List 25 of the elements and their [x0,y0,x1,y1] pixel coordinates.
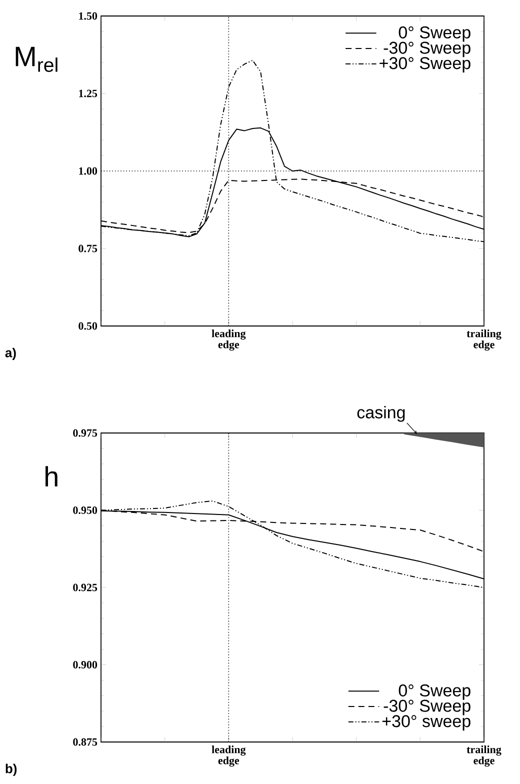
x-tick-label: trailing edge [466,746,502,767]
x-tick-label: leading edge [212,746,246,767]
legend-label: 0° Sweep [398,684,470,700]
y-tick-label: 0.925 [73,584,98,592]
y-tick-label: 0.75 [78,244,98,252]
x-tick-label: trailing edge [466,330,502,351]
legend-label: -30° Sweep [384,700,470,716]
y-axis-title: M$_{rel}$ [16,46,58,72]
y-axis-title: h [46,466,58,486]
y-tick-label: 0.975 [73,429,98,437]
y-tick-label: 0.50 [78,322,98,330]
text: a) [5,348,16,360]
y-tick-label: 0.875 [73,738,98,746]
legend-label: +30° sweep [382,715,470,731]
y-tick-label: 1.00 [79,167,98,175]
legend-label: +30° Sweep [380,57,470,73]
x-tick-label: leading edge [212,330,246,351]
legend-label: -30° Sweep [384,42,470,58]
y-tick-label: 1.50 [79,12,98,20]
y-tick-label: 0.950 [73,506,98,514]
y-tick-label: 0.900 [73,661,98,668]
text: b) [6,764,17,776]
y-tick-label: 1.25 [79,90,98,98]
text: casing [357,406,405,422]
legend-label: 0° Sweep [398,26,470,42]
